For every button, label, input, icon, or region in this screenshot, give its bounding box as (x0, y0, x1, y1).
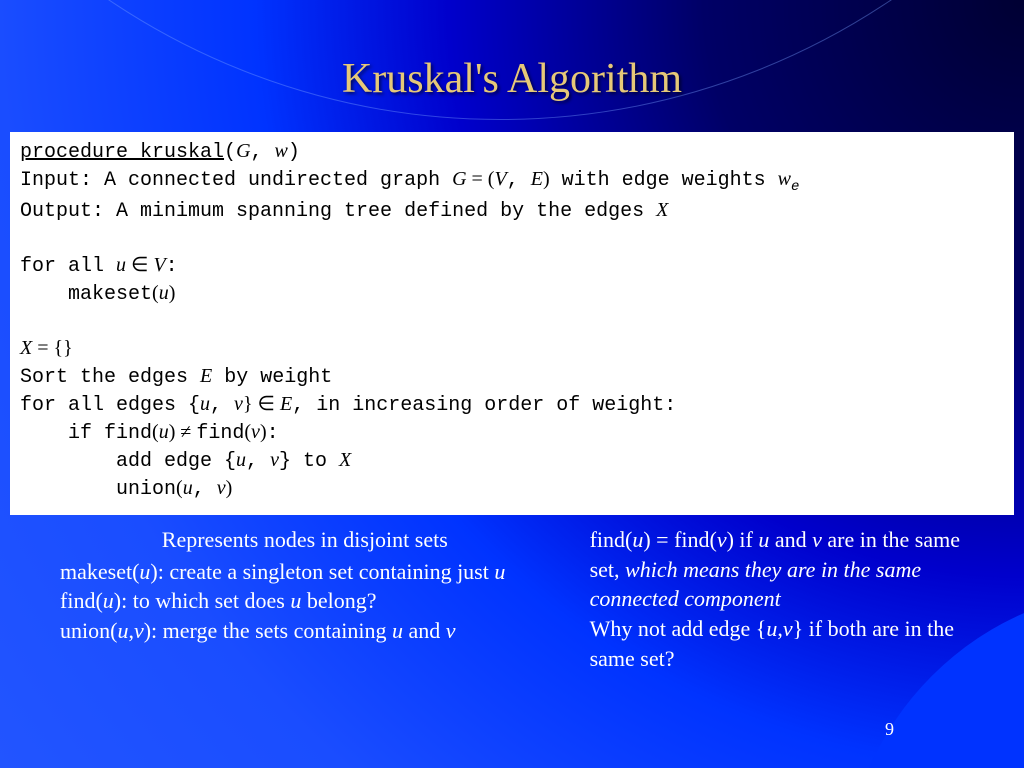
code-line: for all u ∈ V: (20, 252, 1004, 280)
code-line: X = {} (20, 335, 1004, 363)
code-line: Output: A minimum spanning tree defined … (20, 197, 1004, 225)
code-line: Sort the edges E by weight (20, 363, 1004, 391)
notes-area: Represents nodes in disjoint sets makese… (60, 525, 994, 673)
code-line: union(u, v) (20, 475, 1004, 503)
code-blank (20, 308, 1004, 335)
code-line: Input: A connected undirected graph G = … (20, 166, 1004, 197)
notes-left-column: Represents nodes in disjoint sets makese… (60, 525, 550, 673)
notes-line: Represents nodes in disjoint sets (60, 525, 550, 555)
code-line: if find(u) ≠ find(v): (20, 419, 1004, 447)
pseudocode-box: procedure kruskal(G, w) Input: A connect… (10, 132, 1014, 515)
notes-line: find(u) = find(v) if u and v are in the … (590, 525, 994, 614)
notes-right-column: find(u) = find(v) if u and v are in the … (590, 525, 994, 673)
notes-line: union(u,v): merge the sets containing u … (60, 616, 550, 646)
code-line: for all edges {u, v} ∈ E, in increasing … (20, 391, 1004, 419)
page-number: 9 (885, 719, 894, 740)
code-line: add edge {u, v} to X (20, 447, 1004, 475)
code-blank (20, 225, 1004, 252)
slide-title: Kruskal's Algorithm (0, 55, 1024, 103)
code-line: procedure kruskal(G, w) (20, 138, 1004, 166)
notes-line: Why not add edge {u,v} if both are in th… (590, 614, 994, 673)
notes-line: makeset(u): create a singleton set conta… (60, 557, 550, 587)
notes-line: find(u): to which set does u belong? (60, 586, 550, 616)
code-line: makeset(u) (20, 280, 1004, 308)
